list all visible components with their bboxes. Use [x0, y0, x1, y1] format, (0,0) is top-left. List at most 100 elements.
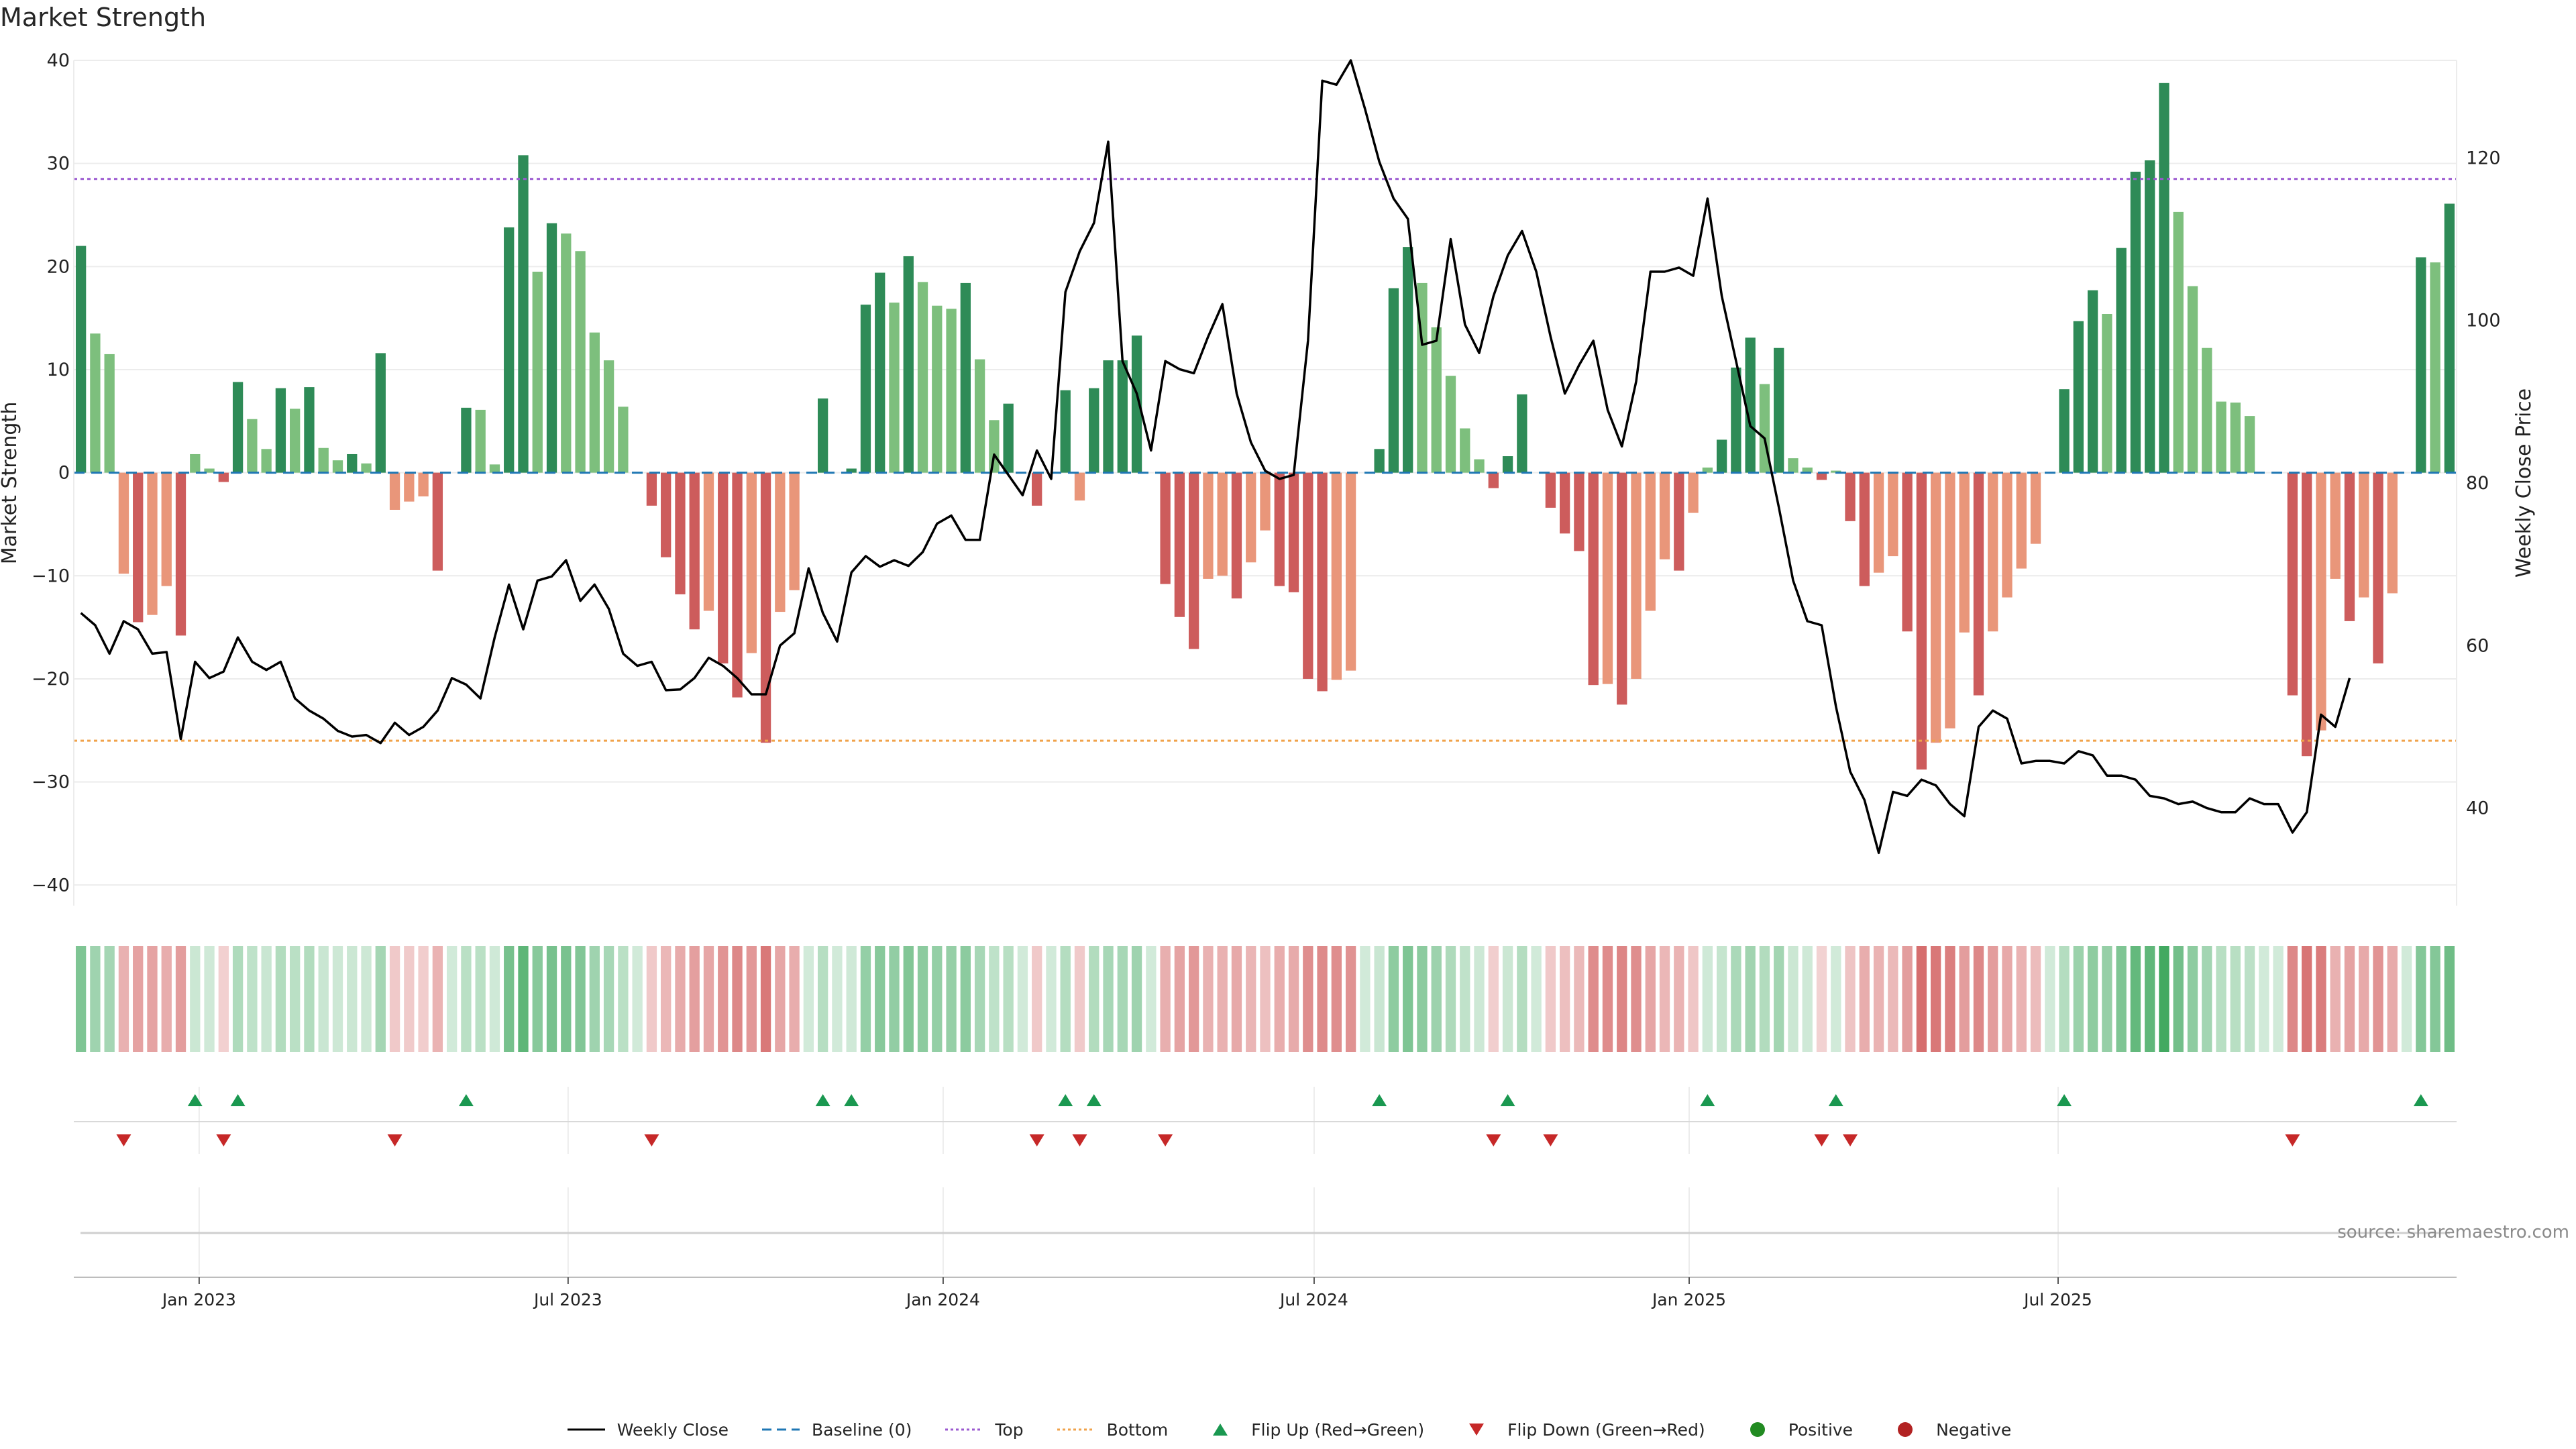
flip-down-marker	[387, 1134, 402, 1146]
source-note: source: sharemaestro.com	[2337, 1222, 2569, 1242]
heat-cell	[2102, 946, 2112, 1052]
strength-bar	[90, 333, 101, 473]
heat-cell	[1902, 946, 1913, 1052]
heat-cell	[90, 946, 101, 1052]
heat-cell	[1617, 946, 1627, 1052]
heat-cell	[133, 946, 144, 1052]
heat-cell	[1745, 946, 1756, 1052]
strength-bar	[1916, 472, 1927, 770]
heat-cell	[275, 946, 286, 1052]
strength-bar	[875, 272, 885, 473]
strength-bar	[2187, 286, 2198, 473]
weekly-close-line	[80, 59, 2351, 855]
strength-bar	[375, 353, 386, 473]
strength-bar	[2173, 211, 2184, 473]
legend-item: Positive	[1736, 1419, 1853, 1440]
strength-bar	[1403, 247, 1413, 473]
flip-up-marker	[1500, 1094, 1515, 1106]
flip-down-marker	[1486, 1134, 1501, 1146]
strength-bar	[1788, 458, 1799, 473]
strength-bar	[946, 309, 957, 473]
heat-cell	[1674, 946, 1684, 1052]
heat-cell	[2145, 946, 2155, 1052]
chart-legend: Weekly Close Baseline (0) Top Bottom Flip Up…	[0, 1419, 2576, 1440]
heat-cell	[2273, 946, 2284, 1052]
legend-swatch-circle-icon	[1750, 1422, 1765, 1437]
heat-cell	[1988, 946, 1998, 1052]
strength-bar	[561, 233, 572, 473]
strength-bar	[1117, 360, 1128, 473]
heat-cell	[1317, 946, 1328, 1052]
strength-bar	[760, 472, 771, 743]
legend-label: Flip Up (Red→Green)	[1251, 1419, 1425, 1440]
strength-bar	[347, 453, 358, 473]
heat-cell	[2416, 946, 2426, 1052]
strength-bar	[104, 354, 115, 473]
flip-up-marker	[1086, 1094, 1102, 1106]
strength-bar	[318, 447, 329, 473]
heat-cell	[404, 946, 415, 1052]
heat-cell	[1631, 946, 1642, 1052]
heat-cell	[803, 946, 814, 1052]
strength-bar	[261, 449, 272, 473]
strength-bar	[1317, 472, 1328, 692]
flip-down-marker	[216, 1134, 231, 1146]
strength-bar	[746, 472, 757, 653]
strength-bar	[960, 282, 971, 473]
flip-down-marker	[1543, 1134, 1558, 1146]
heat-cell	[432, 946, 443, 1052]
strength-bar	[1488, 472, 1499, 488]
flip-down-marker	[116, 1134, 131, 1146]
strength-bar	[889, 303, 900, 473]
heat-cell	[2030, 946, 2041, 1052]
strength-bar	[1060, 390, 1071, 473]
strength-bar	[232, 382, 244, 473]
flip-up-marker	[2057, 1094, 2072, 1106]
heat-cell	[2216, 946, 2226, 1052]
left-tick-label: −30	[32, 772, 70, 793]
legend-swatch-circle-icon	[1898, 1422, 1913, 1437]
strength-bar	[1588, 472, 1599, 686]
heat-cell	[1474, 946, 1485, 1052]
strength-bar	[147, 472, 158, 615]
flip-down-marker	[1843, 1134, 1858, 1146]
heat-cell	[775, 946, 786, 1052]
heat-cell	[2373, 946, 2383, 1052]
strength-bar	[2030, 472, 2041, 544]
strength-bar	[275, 388, 286, 473]
strength-bar	[846, 468, 857, 473]
heat-cell	[1759, 946, 1770, 1052]
right-axis-title: Weekly Close Price	[2512, 388, 2536, 578]
heat-cell	[2230, 946, 2241, 1052]
strength-bar	[2244, 416, 2255, 473]
heat-cell	[475, 946, 486, 1052]
heat-cell	[2202, 946, 2212, 1052]
heat-cell	[261, 946, 272, 1052]
heat-cell	[2387, 946, 2398, 1052]
heat-cell	[846, 946, 857, 1052]
strength-bar	[1203, 472, 1214, 579]
strength-bar	[775, 472, 786, 612]
flip-up-marker	[844, 1094, 859, 1106]
heat-cell	[1688, 946, 1699, 1052]
heat-cell	[646, 946, 657, 1052]
heat-cell	[1517, 946, 1527, 1052]
heat-cell	[1888, 946, 1898, 1052]
strength-bar	[1574, 472, 1585, 551]
heat-cell	[75, 946, 87, 1052]
strength-bar	[1160, 472, 1171, 584]
strength-bar	[789, 472, 800, 590]
heat-cell	[2087, 946, 2098, 1052]
strength-bar	[1645, 472, 1656, 611]
strength-bar	[1988, 472, 1998, 632]
strength-bar	[389, 472, 400, 510]
legend-item: Flip Down (Green→Red)	[1455, 1419, 1705, 1440]
legend-swatch-triangle-down-icon	[1469, 1424, 1485, 1436]
strength-bar	[475, 409, 486, 473]
heat-cell	[1545, 946, 1556, 1052]
strength-bar	[489, 464, 500, 473]
heat-cell	[1973, 946, 1984, 1052]
strength-bar	[1260, 472, 1271, 531]
strength-bar	[575, 251, 586, 473]
